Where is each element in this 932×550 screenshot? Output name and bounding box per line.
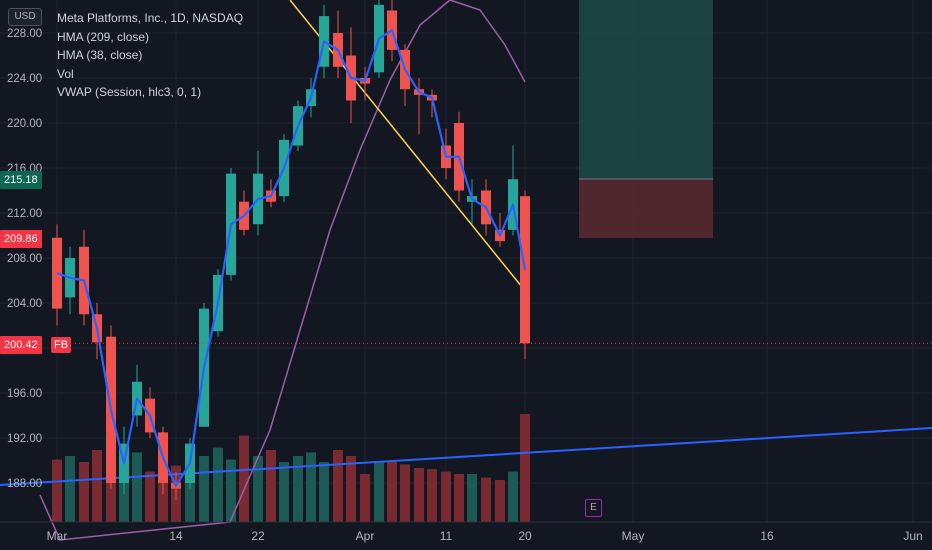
candle xyxy=(79,229,89,326)
x-tick-label: 16 xyxy=(760,529,774,543)
candle xyxy=(65,246,75,315)
volume-bar xyxy=(266,450,276,522)
y-tick-label: 220.00 xyxy=(7,118,42,130)
volume-bar xyxy=(199,456,209,522)
volume-bar xyxy=(346,456,356,522)
hma-price-tag: 215.18 xyxy=(0,171,42,189)
x-tick-label: May xyxy=(622,529,645,543)
position-target-zone xyxy=(579,0,713,179)
volume-bar xyxy=(79,462,89,522)
candle xyxy=(346,27,356,123)
volume-bar xyxy=(520,414,530,522)
volume-bar xyxy=(213,447,223,522)
x-tick-label: 11 xyxy=(440,529,453,543)
y-axis: 228.00224.00220.00216.00212.00208.00204.… xyxy=(7,28,42,490)
candle xyxy=(253,151,263,236)
chart-legend: Meta Platforms, Inc., 1D, NASDAQ HMA (20… xyxy=(57,9,243,102)
x-axis: Mar 14 22 Apr 11 20 May 16 Jun xyxy=(47,529,923,543)
earnings-marker-icon[interactable]: E xyxy=(585,499,602,517)
legend-vwap[interactable]: VWAP (Session, hlc3, 0, 1) xyxy=(57,85,202,99)
volume-bar xyxy=(306,452,316,522)
volume-bar xyxy=(333,450,343,522)
x-tick-label: 22 xyxy=(251,529,265,543)
volume-bar xyxy=(508,471,518,522)
legend-vol[interactable]: Vol xyxy=(57,66,74,81)
volume-bar xyxy=(253,456,263,522)
x-tick-label: Jun xyxy=(903,529,922,543)
candle xyxy=(333,10,343,78)
grid-lines xyxy=(0,0,932,522)
volume-bar xyxy=(279,462,289,522)
volume-bar xyxy=(481,477,491,522)
candle xyxy=(520,190,530,360)
y-tick-label: 188.00 xyxy=(7,478,42,490)
volume-bar xyxy=(441,471,451,522)
volume-bar xyxy=(185,462,195,522)
x-tick-label: Mar xyxy=(47,529,68,543)
volume-bar xyxy=(467,474,477,522)
y-tick-label: 212.00 xyxy=(7,208,42,220)
volume-bar xyxy=(427,469,437,522)
candle xyxy=(266,179,276,208)
x-tick-label: Apr xyxy=(356,529,375,543)
legend-hma38[interactable]: HMA (38, close) xyxy=(57,48,143,62)
x-tick-label: 14 xyxy=(169,529,183,543)
volume-bar xyxy=(387,462,397,522)
volume-bar xyxy=(495,480,505,522)
volume-bar xyxy=(52,459,62,522)
volume-bar xyxy=(293,456,303,522)
y-tick-label: 224.00 xyxy=(7,73,42,85)
y-tick-label: 192.00 xyxy=(7,433,42,445)
y-tick-label: 228.00 xyxy=(7,28,42,40)
volume-bar xyxy=(145,471,155,522)
volume-bar xyxy=(374,462,384,522)
currency-label: USD xyxy=(8,8,42,26)
volume-bar xyxy=(360,474,370,522)
volume-bar xyxy=(65,456,75,522)
hma38-line xyxy=(56,29,527,487)
symbol-tag: FB xyxy=(51,337,72,353)
legend-title[interactable]: Meta Platforms, Inc., 1D, NASDAQ xyxy=(57,11,244,25)
x-tick-label: 20 xyxy=(518,529,532,543)
legend-hma209[interactable]: HMA (209, close) xyxy=(57,29,150,44)
volume-bar xyxy=(239,435,249,522)
volume-bar xyxy=(132,452,142,522)
position-stop-zone xyxy=(579,179,713,238)
volume-bar xyxy=(414,468,424,522)
volume-bar xyxy=(92,450,102,522)
volume-bar xyxy=(226,459,236,522)
y-tick-label: 204.00 xyxy=(7,298,42,310)
last-price-tag: 200.42 xyxy=(0,336,42,354)
vwap-line xyxy=(0,427,932,486)
y-tick-label: 196.00 xyxy=(7,388,42,400)
volume-bar xyxy=(400,464,410,522)
y-tick-label: 208.00 xyxy=(7,253,42,265)
volume-bar xyxy=(454,474,464,522)
prev-price-tag: 209.86 xyxy=(0,230,42,248)
volume-bar xyxy=(319,462,329,522)
